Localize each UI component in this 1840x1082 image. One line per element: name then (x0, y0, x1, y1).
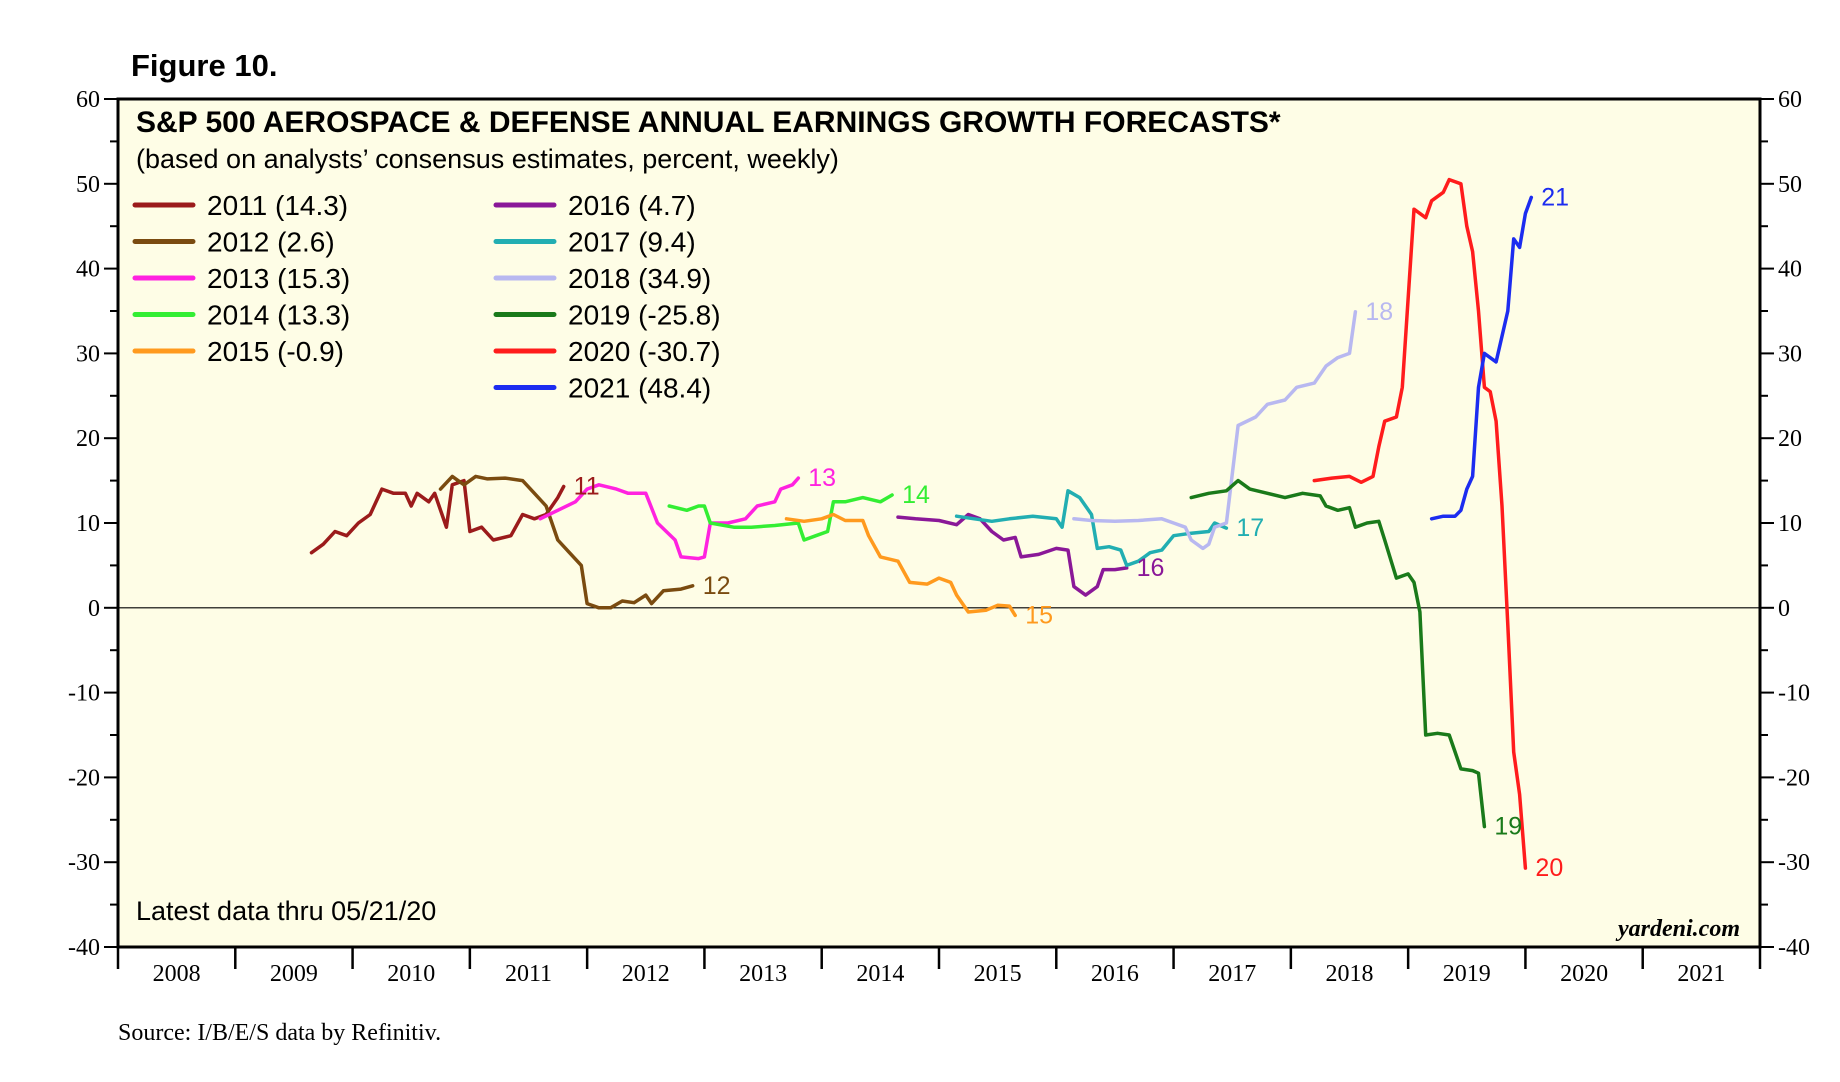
end-label-2017: 17 (1236, 514, 1264, 542)
x-tick-label: 2020 (1560, 961, 1608, 987)
source-note: Source: I/B/E/S data by Refinitiv. (118, 1020, 441, 1046)
legend-label: 2012 (2.6) (207, 227, 335, 258)
y-tick-label-right: 0 (1778, 596, 1790, 622)
legend-item-2018: 2018 (34.9) (493, 263, 711, 294)
y-tick-label-right: 50 (1778, 172, 1802, 198)
series-line-2018 (1072, 310, 1358, 551)
series-lines (309, 177, 1534, 870)
legend-item-2015: 2015 (-0.9) (132, 336, 344, 367)
y-tick-label-right: 10 (1778, 511, 1802, 537)
series-line-2014 (667, 493, 894, 542)
legend-label: 2016 (4.7) (568, 190, 696, 221)
legend: 2011 (14.3) 2012 (2.6) 2013 (15.3) 2014 (13… (132, 190, 721, 404)
series-end-labels: 11 12 13 14 15 16 17 18 19 20 21 (574, 183, 1569, 882)
y-tick-label-left: -10 (68, 681, 100, 707)
series-line-2020 (1312, 177, 1528, 870)
end-label-2011: 11 (574, 473, 600, 501)
end-label-2020: 20 (1535, 854, 1563, 882)
y-tick-label-right: -40 (1778, 935, 1810, 961)
series-line-2012 (438, 474, 695, 610)
end-label-2013: 13 (808, 464, 836, 492)
y-tick-label-left: 10 (76, 511, 100, 537)
legend-item-2012: 2012 (2.6) (132, 227, 335, 258)
y-tick-label-left: -20 (68, 765, 100, 791)
legend-label: 2018 (34.9) (568, 263, 711, 294)
series-line-2019 (1189, 478, 1487, 829)
chart-subtitle: (based on analysts’ consensus estimates,… (136, 144, 839, 174)
series-line-2013 (538, 476, 801, 561)
x-tick-label: 2012 (622, 961, 670, 987)
legend-item-2011: 2011 (14.3) (132, 190, 348, 221)
end-label-2019: 19 (1494, 813, 1522, 841)
y-tick-label-right: -20 (1778, 765, 1810, 791)
y-tick-label-left: 50 (76, 172, 100, 198)
x-tick-label: 2015 (974, 961, 1022, 987)
y-axis-right: 60 50 40 30 20 10 0 -10 -20 -30 -40 (1778, 87, 1810, 961)
x-tick-label: 2021 (1677, 961, 1725, 987)
legend-label: 2015 (-0.9) (207, 336, 344, 367)
y-tick-label-right: 20 (1778, 426, 1802, 452)
x-tick-label: 2010 (387, 961, 435, 987)
x-tick-label: 2013 (739, 961, 787, 987)
y-tick-label-left: 40 (76, 257, 100, 283)
x-tick-label: 2011 (505, 961, 552, 987)
legend-item-2014: 2014 (13.3) (132, 300, 350, 331)
end-label-2018: 18 (1365, 298, 1393, 326)
y-tick-label-left: 20 (76, 426, 100, 452)
legend-label: 2017 (9.4) (568, 227, 696, 258)
x-tick-label: 2018 (1326, 961, 1374, 987)
y-tick-label-right: 60 (1778, 87, 1802, 113)
y-tick-label-left: 60 (76, 87, 100, 113)
end-label-2014: 14 (902, 481, 930, 509)
x-tick-label: 2019 (1443, 961, 1491, 987)
y-tick-label-left: 0 (88, 596, 100, 622)
legend-item-2016: 2016 (4.7) (493, 190, 696, 221)
x-tick-label: 2014 (856, 961, 904, 987)
y-axis-left: 60 50 40 30 20 10 0 -10 -20 -30 -40 (68, 87, 100, 961)
legend-label: 2014 (13.3) (207, 300, 350, 331)
x-tick-label: 2016 (1091, 961, 1139, 987)
legend-label: 2013 (15.3) (207, 263, 350, 294)
legend-item-2021: 2021 (48.4) (493, 373, 711, 404)
y-tick-label-right: -30 (1778, 850, 1810, 876)
y-tick-label-right: 40 (1778, 257, 1802, 283)
series-line-2017 (954, 489, 1229, 568)
legend-label: 2019 (-25.8) (568, 300, 721, 331)
chart-title: S&P 500 AEROSPACE & DEFENSE ANNUAL EARNI… (136, 106, 1281, 139)
end-label-2015: 15 (1025, 601, 1053, 629)
plot-area (116, 97, 1762, 949)
y-tick-label-left: -30 (68, 850, 100, 876)
brand-watermark: yardeni.com (1615, 916, 1740, 942)
legend-label: 2021 (48.4) (568, 373, 711, 404)
legend-item-2020: 2020 (-30.7) (493, 336, 721, 367)
x-tick-label: 2008 (153, 961, 201, 987)
figure-label: Figure 10. (131, 48, 277, 83)
series-line-2021 (1429, 195, 1534, 521)
y-tick-label-left: -40 (68, 935, 100, 961)
end-label-2021: 21 (1541, 183, 1569, 211)
y-tick-label-right: 30 (1778, 341, 1802, 367)
legend-item-2019: 2019 (-25.8) (493, 300, 721, 331)
legend-item-2013: 2013 (15.3) (132, 263, 350, 294)
legend-label: 2020 (-30.7) (568, 336, 721, 367)
y-tick-label-right: -10 (1778, 681, 1810, 707)
legend-item-2017: 2017 (9.4) (493, 227, 696, 258)
series-line-2011 (309, 478, 566, 555)
legend-label: 2011 (14.3) (207, 190, 348, 221)
x-tick-label: 2017 (1208, 961, 1256, 987)
series-line-2015 (784, 512, 1017, 618)
x-axis: 2008 2009 2010 2011 2012 2013 2014 2015 2016 2017… (153, 961, 1726, 987)
series-line-2016 (896, 512, 1129, 597)
x-tick-label: 2009 (270, 961, 318, 987)
end-label-2016: 16 (1137, 554, 1165, 582)
y-tick-label-left: 30 (76, 341, 100, 367)
latest-data-note: Latest data thru 05/21/20 (136, 896, 436, 926)
axis-ticks (104, 98, 1774, 969)
end-label-2012: 12 (703, 572, 731, 600)
